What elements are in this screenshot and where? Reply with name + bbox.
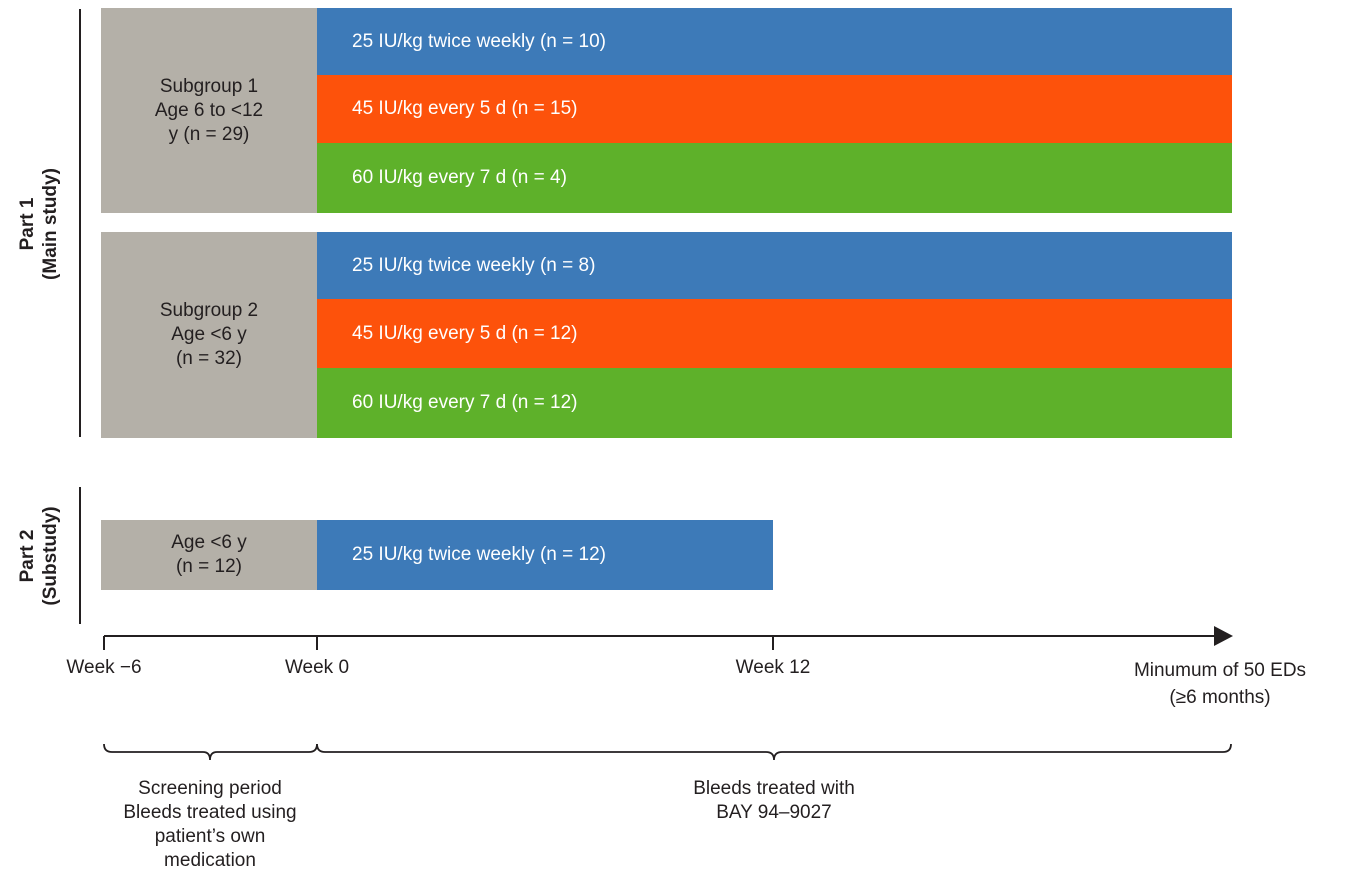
timeline-arrow-icon [1214,626,1233,646]
part2-group-box: Age <6 y (n = 12) [101,520,317,590]
tick-week-12: Week 12 [735,657,811,678]
subgroup1-box: Subgroup 1 Age 6 to <12 y (n = 29) [101,8,317,213]
tick-week-minus-6: Week −6 [66,657,142,678]
subgroup1-arm-25: 25 IU/kg twice weekly (n = 10) [317,8,1232,75]
part2-label: Part 2 (Substudy) [17,506,61,606]
screening-period-text: Screening period Bleeds treated using pa… [123,778,297,871]
part1-divider-line [79,9,81,437]
tick-minimum-50-eds: Minumum of 50 EDs (≥6 months) [1133,660,1307,708]
subgroup2-arm-25: 25 IU/kg twice weekly (n = 8) [317,232,1232,299]
tick-week-0: Week 0 [284,657,350,678]
subgroup1-arm-60: 60 IU/kg every 7 d (n = 4) [317,143,1232,213]
subgroup2-box: Subgroup 2 Age <6 y (n = 32) [101,232,317,438]
subgroup1-arm-45: 45 IU/kg every 5 d (n = 15) [317,75,1232,143]
subgroup2-arm-60: 60 IU/kg every 7 d (n = 12) [317,368,1232,438]
part1-label: Part 1 (Main study) [17,168,61,280]
subgroup2-arm-45: 45 IU/kg every 5 d (n = 12) [317,299,1232,368]
part2-divider-line [79,487,81,624]
part2-arm-25: 25 IU/kg twice weekly (n = 12) [317,520,773,590]
treatment-period-text: Bleeds treated with BAY 94–9027 [693,778,855,823]
